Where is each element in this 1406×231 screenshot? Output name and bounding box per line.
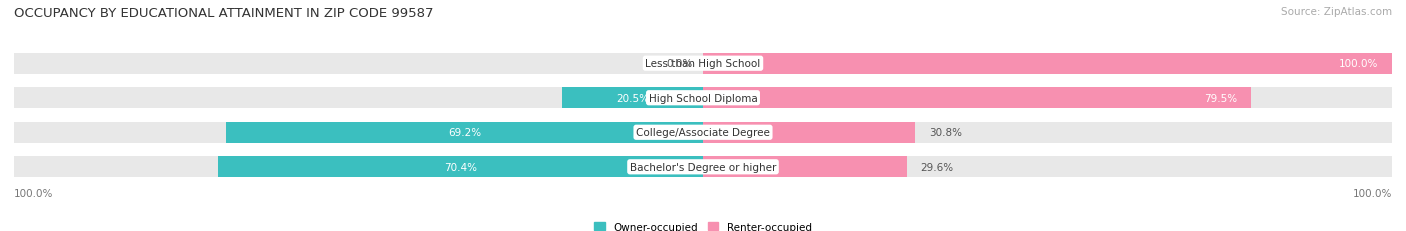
Bar — [562, 88, 703, 109]
Legend: Owner-occupied, Renter-occupied: Owner-occupied, Renter-occupied — [591, 218, 815, 231]
Bar — [703, 53, 1392, 75]
Bar — [14, 88, 703, 109]
Bar — [703, 88, 1392, 109]
Text: 30.8%: 30.8% — [929, 128, 962, 138]
Text: Less than High School: Less than High School — [645, 59, 761, 69]
Bar — [703, 88, 1251, 109]
Text: 100.0%: 100.0% — [1339, 59, 1378, 69]
Text: 100.0%: 100.0% — [14, 188, 53, 198]
Bar — [703, 122, 915, 143]
Bar — [703, 122, 1392, 143]
Text: 69.2%: 69.2% — [449, 128, 481, 138]
Bar — [14, 122, 703, 143]
Bar — [14, 53, 703, 75]
Text: 100.0%: 100.0% — [1353, 188, 1392, 198]
Bar — [226, 122, 703, 143]
Text: 79.5%: 79.5% — [1204, 93, 1237, 103]
Text: Bachelor's Degree or higher: Bachelor's Degree or higher — [630, 162, 776, 172]
Bar — [218, 156, 703, 178]
Bar — [14, 156, 703, 178]
Text: 70.4%: 70.4% — [444, 162, 477, 172]
Text: OCCUPANCY BY EDUCATIONAL ATTAINMENT IN ZIP CODE 99587: OCCUPANCY BY EDUCATIONAL ATTAINMENT IN Z… — [14, 7, 433, 20]
Text: High School Diploma: High School Diploma — [648, 93, 758, 103]
Text: College/Associate Degree: College/Associate Degree — [636, 128, 770, 138]
Text: Source: ZipAtlas.com: Source: ZipAtlas.com — [1281, 7, 1392, 17]
Bar — [703, 156, 1392, 178]
Text: 29.6%: 29.6% — [921, 162, 953, 172]
Bar — [703, 156, 907, 178]
Bar — [703, 53, 1392, 75]
Text: 20.5%: 20.5% — [616, 93, 650, 103]
Text: 0.0%: 0.0% — [666, 59, 693, 69]
